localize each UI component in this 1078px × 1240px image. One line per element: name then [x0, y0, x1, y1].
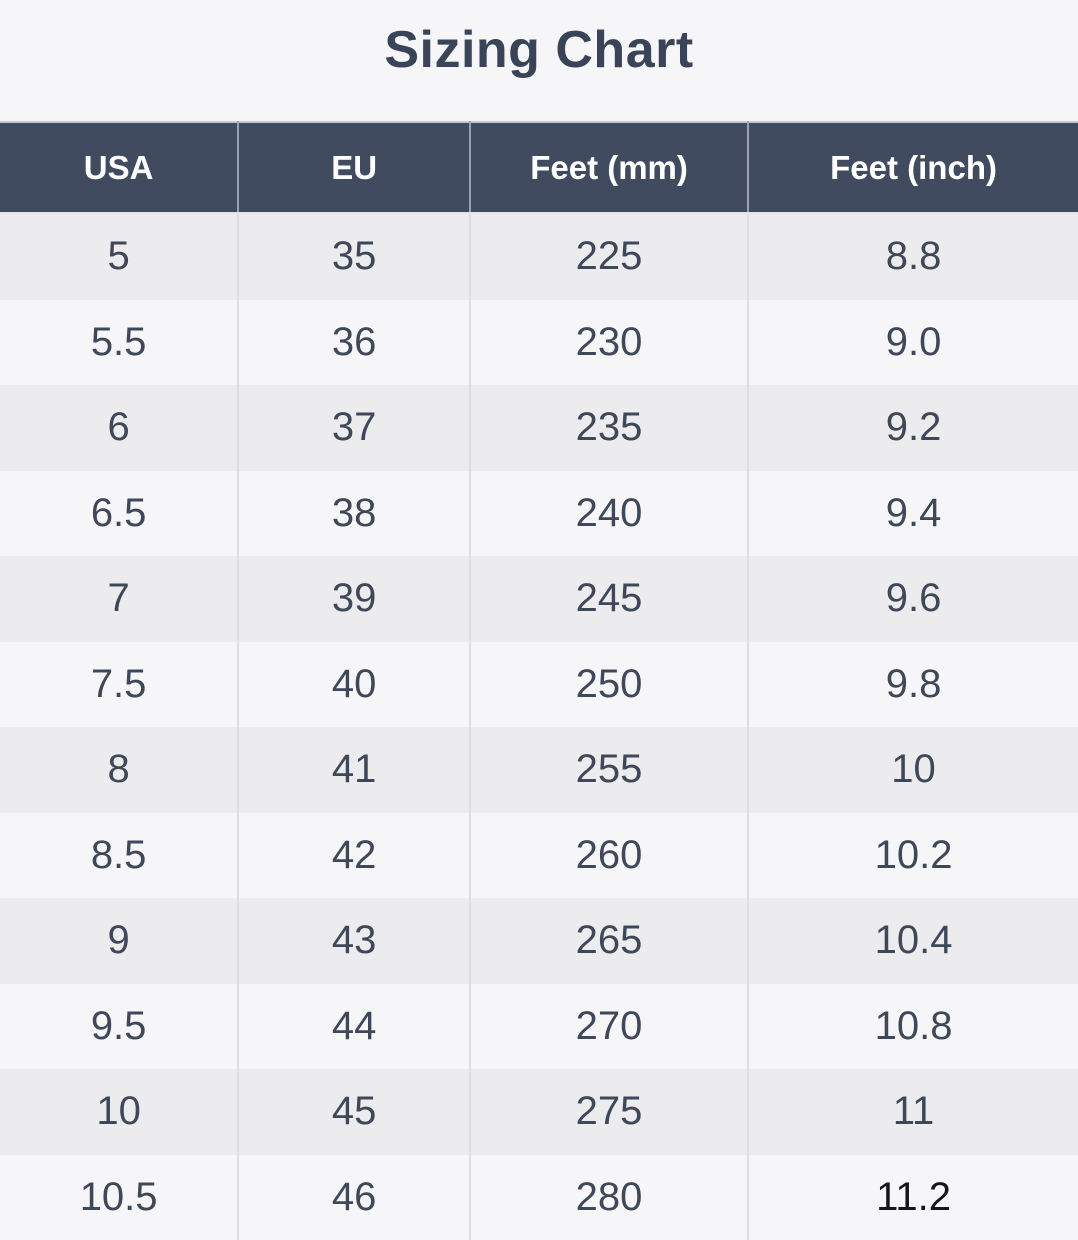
column-header: EU [238, 121, 471, 215]
table-cell: 8.5 [0, 812, 240, 899]
table-cell: 10.5 [0, 1154, 240, 1240]
table-cell: 42 [238, 812, 471, 899]
table-row: 8.5 42 260 10.2 [0, 812, 1078, 899]
table-row: 5 35 225 8.8 [0, 213, 1078, 300]
table-row: 7 39 245 9.6 [0, 556, 1078, 642]
table-cell: 5 [0, 213, 240, 300]
table-cell: 245 [470, 556, 750, 642]
table-cell: 10.4 [748, 898, 1078, 984]
table-cell: 37 [238, 385, 471, 471]
table-cell: 11 [748, 1069, 1078, 1155]
table-cell: 5.5 [0, 299, 240, 386]
table-cell: 40 [238, 641, 471, 728]
table-cell: 46 [238, 1154, 471, 1240]
table-header-row: USA EU Feet (mm) Feet (inch) [0, 121, 1078, 215]
table-cell: 9.4 [748, 470, 1078, 557]
column-header: Feet (inch) [748, 121, 1078, 215]
table-cell: 225 [470, 213, 750, 300]
table-cell: 280 [470, 1154, 750, 1240]
table-cell: 35 [238, 213, 471, 300]
table-cell: 255 [470, 727, 750, 813]
table-cell: 9.5 [0, 983, 240, 1070]
table-row: 8 41 255 10 [0, 727, 1078, 813]
table-cell: 8 [0, 727, 240, 813]
table-cell: 45 [238, 1069, 471, 1155]
page-title: Sizing Chart [384, 21, 694, 79]
table-cell: 10.8 [748, 983, 1078, 1070]
table-cell: 240 [470, 470, 750, 557]
table-cell: 265 [470, 898, 750, 984]
table-row: 10.5 46 280 11.2 [0, 1154, 1078, 1240]
table-cell: 275 [470, 1069, 750, 1155]
table-cell: 9.0 [748, 299, 1078, 386]
table-cell: 6.5 [0, 470, 240, 557]
table-cell: 9.8 [748, 641, 1078, 728]
sizing-table: USA EU Feet (mm) Feet (inch) 5 35 225 8.8 5.5 36… [0, 121, 1078, 1240]
table-cell: 38 [238, 470, 471, 557]
table-cell: 9.2 [748, 385, 1078, 471]
table-row: 6 37 235 9.2 [0, 385, 1078, 471]
table-cell: 39 [238, 556, 471, 642]
table-head: USA EU Feet (mm) Feet (inch) [0, 121, 1078, 215]
table-cell: 260 [470, 812, 750, 899]
table-cell: 44 [238, 983, 471, 1070]
table-row: 10 45 275 11 [0, 1069, 1078, 1155]
table-cell: 250 [470, 641, 750, 728]
column-header: USA [0, 121, 240, 215]
table-cell: 6 [0, 385, 240, 471]
table-cell: 270 [470, 983, 750, 1070]
table-cell: 8.8 [748, 213, 1078, 300]
table-cell: 10 [748, 727, 1078, 813]
table-cell: 9 [0, 898, 240, 984]
table-row: 5.5 36 230 9.0 [0, 299, 1078, 386]
table-cell: 11.2 [748, 1154, 1078, 1240]
table-cell: 235 [470, 385, 750, 471]
table-cell: 36 [238, 299, 471, 386]
table-row: 6.5 38 240 9.4 [0, 470, 1078, 557]
table-row: 9.5 44 270 10.8 [0, 983, 1078, 1070]
table-cell: 10.2 [748, 812, 1078, 899]
table-row: 9 43 265 10.4 [0, 898, 1078, 984]
column-header: Feet (mm) [470, 121, 750, 215]
table-row: 7.5 40 250 9.8 [0, 641, 1078, 728]
table-cell: 230 [470, 299, 750, 386]
table-cell: 43 [238, 898, 471, 984]
table-body: 5 35 225 8.8 5.5 36 230 9.0 6 37 235 9.2 6.5 38 240 9.4… [0, 213, 1078, 1240]
table-cell: 41 [238, 727, 471, 813]
table-cell: 7 [0, 556, 240, 642]
table-cell: 7.5 [0, 641, 240, 728]
table-cell: 9.6 [748, 556, 1078, 642]
table-cell: 10 [0, 1069, 240, 1155]
